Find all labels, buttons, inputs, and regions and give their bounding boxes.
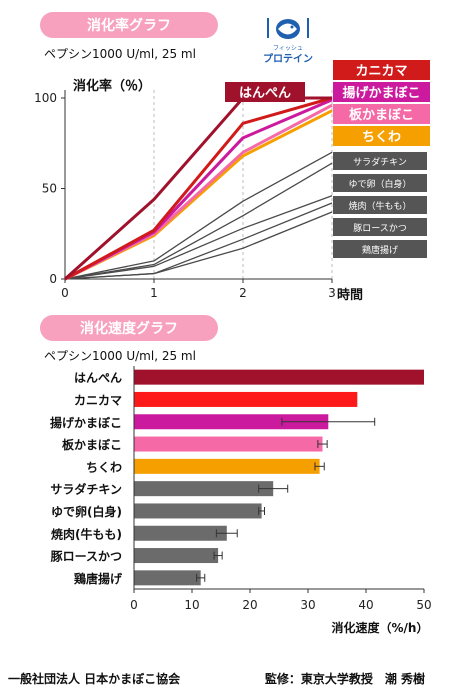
series-label-1: はんぺん xyxy=(239,86,291,101)
category-label-10: 鶏唐揚げ xyxy=(74,571,123,586)
y-tick-label: 50 xyxy=(42,182,57,196)
bar-5 xyxy=(134,458,320,474)
series-label-box-10 xyxy=(333,240,427,258)
footer-organization: 一般社団法人 日本かまぼこ協会 xyxy=(8,672,181,686)
series-label-9: 豚ロースかつ xyxy=(353,223,407,234)
category-label-5: ちくわ xyxy=(86,460,122,474)
series-line-10 xyxy=(64,211,333,280)
category-label-4: 板かまぼこ xyxy=(62,437,122,452)
series-label-2: カニカマ xyxy=(355,64,407,79)
series-line-8 xyxy=(64,195,333,280)
series-label-10: 鶏唐揚げ xyxy=(362,244,398,256)
category-label-3: 揚げかまぼこ xyxy=(50,415,122,430)
series-label-8: 焼肉（牛もも） xyxy=(348,200,411,212)
logo-small-text: フィッシュ xyxy=(273,45,303,52)
bar-6 xyxy=(134,481,274,497)
category-label-2: カニカマ xyxy=(74,393,122,407)
series-label-box-8 xyxy=(333,196,427,214)
footer-supervisor: 監修：東京大学教授 潮 秀樹 xyxy=(264,672,425,686)
x-tick-label: 10 xyxy=(184,598,199,612)
x-tick-label: 0 xyxy=(61,286,69,300)
x-tick-label: 3 xyxy=(328,286,336,300)
y-axis-label: 消化率（％） xyxy=(73,78,151,94)
category-label-7: ゆで卵(白身) xyxy=(51,504,122,519)
bar-4 xyxy=(134,436,323,452)
bar-3 xyxy=(134,414,329,430)
x-axis-label: 時間 xyxy=(337,287,363,303)
logo-main-text: プロテイン xyxy=(263,52,313,65)
bar-10 xyxy=(134,570,201,586)
category-label-9: 豚ロースかつ xyxy=(50,549,122,564)
chart2-title: 消化速度グラフ xyxy=(80,321,178,337)
x-tick-label: 20 xyxy=(242,598,257,612)
series-label-5: ちくわ xyxy=(362,130,401,145)
bar-9 xyxy=(134,548,219,564)
series-label-box-1 xyxy=(225,82,305,102)
series-line-2 xyxy=(64,96,333,281)
bar-7 xyxy=(134,503,262,519)
series-line-7 xyxy=(64,162,333,280)
y-tick-label: 100 xyxy=(34,91,57,105)
series-label-box-7 xyxy=(333,174,427,192)
series-label-box-2 xyxy=(333,60,430,80)
series-label-box-5 xyxy=(333,126,430,146)
series-line-6 xyxy=(64,151,333,280)
series-label-box-9 xyxy=(333,218,427,236)
x-tick-label: 40 xyxy=(358,598,373,612)
series-label-7: ゆで卵（白身） xyxy=(348,178,411,190)
category-label-8: 焼肉(牛もも) xyxy=(51,526,122,541)
chart2-subtitle: ペプシン1000 U/ml, 25 ml xyxy=(44,349,196,363)
series-label-3: 揚げかまぼこ xyxy=(342,85,420,101)
series-label-box-3 xyxy=(333,82,430,102)
x-tick-label: 0 xyxy=(130,598,138,612)
x-tick-label: 30 xyxy=(300,598,315,612)
digestion-rate-line-chart: 0 50 100 0 1 2 3 時間 消化率（％） はんぺん カニカマ揚げかまぼこ板かまぼこちくわ… xyxy=(34,60,430,303)
series-label-box-6 xyxy=(333,152,427,170)
chart1-subtitle: ペプシン1000 U/ml, 25 ml xyxy=(44,47,196,61)
category-label-6: サラダチキン xyxy=(50,482,122,497)
series-label-6: サラダチキン xyxy=(353,156,407,168)
x-axis-label: 消化速度（%/h） xyxy=(332,620,429,635)
category-label-1: はんぺん xyxy=(74,371,122,385)
bar-8 xyxy=(134,525,227,541)
x-tick-label: 1 xyxy=(150,286,158,300)
series-line-9 xyxy=(64,202,333,280)
bar-2 xyxy=(134,391,358,407)
x-tick-label: 50 xyxy=(416,598,431,612)
series-label-box-4 xyxy=(333,104,430,124)
series-label-4: 板かまぼこ xyxy=(349,107,414,123)
chart1-title-pill: 消化率グラフ xyxy=(40,12,218,38)
chart2-title-pill: 消化速度グラフ xyxy=(40,315,218,341)
x-tick-label: 2 xyxy=(239,286,247,300)
bar-1 xyxy=(134,369,424,385)
y-tick-label: 0 xyxy=(49,272,57,286)
logo: フィッシュ プロテイン xyxy=(263,18,313,65)
fish-plate-icon xyxy=(267,18,309,39)
chart1-title: 消化率グラフ xyxy=(87,18,171,34)
